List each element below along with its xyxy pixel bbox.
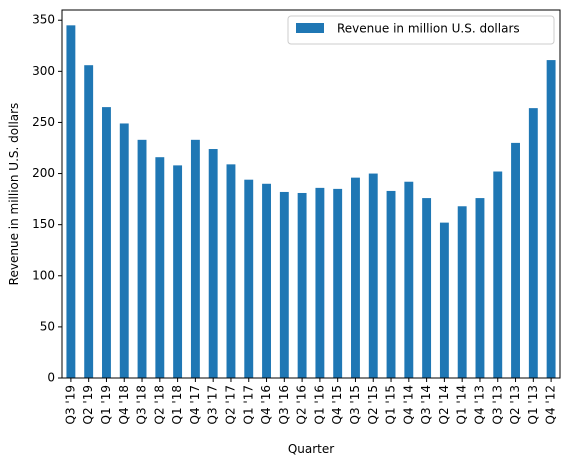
legend: Revenue in million U.S. dollars xyxy=(287,15,555,45)
y-tick-label: 0 xyxy=(47,371,55,385)
x-tick-label: Q3 '13 xyxy=(490,385,504,424)
bar xyxy=(422,198,432,378)
bar xyxy=(368,173,378,378)
bar xyxy=(208,149,218,378)
x-tick-label: Q2 '15 xyxy=(366,385,380,424)
x-tick-label: Q4 '12 xyxy=(544,385,558,424)
bars-group xyxy=(66,25,556,378)
bar xyxy=(244,179,254,378)
x-tick-label: Q4 '17 xyxy=(188,385,202,424)
bar xyxy=(190,139,200,378)
x-tick-label: Q3 '19 xyxy=(63,385,77,424)
x-tick-label: Q1 '17 xyxy=(241,385,255,424)
bar xyxy=(84,65,94,378)
legend-box xyxy=(287,15,555,45)
y-tick-label: 250 xyxy=(32,115,55,129)
x-tick-label: Q2 '13 xyxy=(508,385,522,424)
y-tick-label: 150 xyxy=(32,217,55,231)
x-tick-label: Q2 '16 xyxy=(295,385,309,424)
bar xyxy=(262,183,271,378)
x-tick-label: Q1 '13 xyxy=(526,385,540,424)
y-axis-label: Revenue in million U.S. dollars xyxy=(7,103,21,286)
y-tick-label: 200 xyxy=(32,166,55,180)
y-tick-label: 100 xyxy=(32,268,55,282)
x-axis: Q3 '19 Q2 '19 Q1 '19 Q4 '18 Q3 '18 Q2 '18 Q1 '… xyxy=(63,378,558,424)
bar xyxy=(333,188,343,378)
x-tick-label: Q1 '14 xyxy=(455,385,469,424)
x-tick-label: Q3 '14 xyxy=(419,385,433,424)
x-tick-label: Q1 '16 xyxy=(312,385,326,424)
x-tick-label: Q4 '18 xyxy=(117,385,131,424)
x-tick-label: Q2 '14 xyxy=(437,385,451,424)
bar xyxy=(475,198,485,378)
bar xyxy=(386,190,396,378)
bar xyxy=(511,142,520,378)
x-axis-label: Quarter xyxy=(288,442,334,456)
y-axis: 0 50 100 150 200 250 300 350 xyxy=(32,13,62,385)
bar xyxy=(66,25,76,378)
x-tick-label: Q3 '16 xyxy=(277,385,291,424)
x-tick-label: Q3 '15 xyxy=(348,385,362,424)
bar xyxy=(457,206,467,378)
legend-swatch xyxy=(296,23,324,33)
bar xyxy=(297,192,307,378)
x-tick-label: Q3 '18 xyxy=(135,385,149,424)
bar xyxy=(404,181,414,378)
bar xyxy=(155,157,165,378)
y-tick-label: 350 xyxy=(32,13,55,27)
bar xyxy=(226,164,236,378)
bar xyxy=(528,108,538,378)
bar xyxy=(315,187,325,378)
x-tick-label: Q1 '15 xyxy=(384,385,398,424)
bar xyxy=(102,107,111,378)
plot-frame xyxy=(61,9,561,379)
legend-label: Revenue in million U.S. dollars xyxy=(337,22,520,36)
x-tick-label: Q4 '13 xyxy=(472,385,486,424)
bar xyxy=(493,171,503,378)
bar xyxy=(137,139,147,378)
bar xyxy=(351,177,360,378)
bar xyxy=(119,123,129,378)
bar xyxy=(546,60,556,378)
y-tick-label: 50 xyxy=(40,319,55,333)
x-tick-label: Q1 '19 xyxy=(99,385,113,424)
bar xyxy=(279,191,289,378)
x-tick-label: Q2 '17 xyxy=(223,385,237,424)
x-tick-label: Q3 '17 xyxy=(206,385,220,424)
x-tick-label: Q4 '15 xyxy=(330,385,344,424)
x-tick-label: Q4 '16 xyxy=(259,385,273,424)
y-tick-label: 300 xyxy=(32,64,55,78)
bar xyxy=(173,165,183,378)
bar xyxy=(439,222,449,378)
x-tick-label: Q2 '19 xyxy=(81,385,95,424)
x-tick-label: Q1 '18 xyxy=(170,385,184,424)
x-tick-label: Q4 '14 xyxy=(401,385,415,424)
x-tick-label: Q2 '18 xyxy=(152,385,166,424)
